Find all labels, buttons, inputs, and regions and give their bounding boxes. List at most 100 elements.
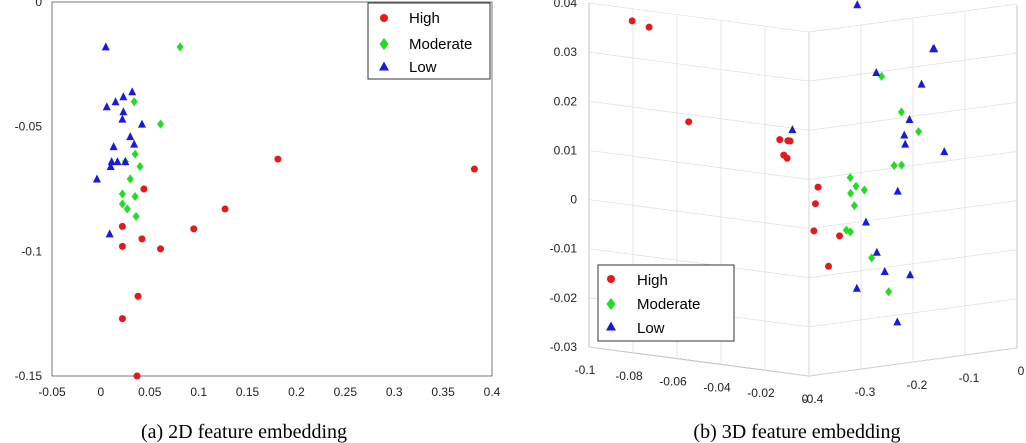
x-tick-3d: -0.04 <box>703 380 731 394</box>
legend-2d-box <box>367 2 491 80</box>
legend-3d-box <box>597 264 735 342</box>
y-tick-3d: -0.1 <box>959 371 980 385</box>
point-2d-high <box>140 185 148 193</box>
x-tick-2d: 0.2 <box>288 385 305 399</box>
y-tick-3d: -0.2 <box>907 378 928 392</box>
point-3d-low <box>940 147 949 156</box>
point-3d-low <box>929 44 938 53</box>
y-tick-2d: -0.1 <box>21 244 42 258</box>
z-tick-3d: 0.01 <box>554 143 578 157</box>
legend-3d-high-label: High <box>637 272 668 289</box>
legend-2d-low-label: Low <box>409 59 437 76</box>
x-tick-2d: 0.05 <box>138 385 162 399</box>
point-3d-high <box>685 118 693 126</box>
point-2d-high <box>274 155 282 163</box>
point-2d-moderate <box>126 174 134 184</box>
legend-3d-high-marker <box>607 275 615 283</box>
point-3d-low <box>906 270 915 279</box>
point-2d-low <box>111 97 120 106</box>
point-3d-moderate <box>878 71 886 81</box>
y-tick-3d: -0.3 <box>855 385 876 399</box>
point-2d-low <box>107 157 116 166</box>
point-3d-high <box>811 200 819 208</box>
x-tick-3d: -0.08 <box>615 369 643 383</box>
point-2d-high <box>157 245 165 253</box>
point-2d-high <box>190 225 198 233</box>
point-2d-low <box>118 114 127 123</box>
point-2d-low <box>106 162 115 171</box>
x-tick-2d: 0.4 <box>484 385 501 399</box>
point-3d-high <box>810 227 818 235</box>
y-tick-3d: 0 <box>1018 364 1025 378</box>
point-3d-low <box>852 283 861 292</box>
point-3d-high <box>784 137 792 145</box>
point-3d-low <box>872 247 881 256</box>
legend-3d-low-marker <box>606 321 616 331</box>
point-3d-high <box>783 154 791 162</box>
z-tick-3d: -0.02 <box>550 291 578 305</box>
legend-2d: High Moderate Low <box>367 2 491 80</box>
point-2d-low <box>130 139 139 148</box>
point-3d-moderate <box>890 161 898 171</box>
point-2d-low <box>119 92 128 101</box>
point-2d-high <box>118 315 126 323</box>
z-tick-3d: 0.04 <box>554 0 578 10</box>
point-2d-low <box>92 174 101 183</box>
point-3d-moderate <box>915 127 923 137</box>
z-tick-3d: 0.03 <box>554 45 578 59</box>
x-tick-2d: 0.3 <box>386 385 403 399</box>
x-tick-3d: -0.1 <box>575 363 596 377</box>
point-2d-moderate <box>130 97 138 107</box>
legend-3d-moderate-label: Moderate <box>637 296 700 313</box>
point-2d-low <box>119 107 128 116</box>
grid-line-3d-z <box>588 346 1018 377</box>
legend-3d-low-label: Low <box>637 320 665 337</box>
point-2d-low <box>121 157 130 166</box>
point-3d-high <box>628 17 636 25</box>
point-3d-low <box>917 79 926 88</box>
point-3d-moderate <box>860 185 868 195</box>
x-tick-2d: 0.1 <box>190 385 207 399</box>
panel-2d: 0 -0.05 -0.1 -0.15 -0.05 0 0.05 0.1 0.15 0.2 0.25… <box>15 0 501 443</box>
point-3d-moderate <box>847 188 855 198</box>
point-2d-high <box>138 235 146 243</box>
x-tick-2d: 0 <box>98 385 105 399</box>
point-3d-high <box>814 183 822 191</box>
point-3d-low <box>901 139 910 148</box>
x-tick-2d: 0.15 <box>236 385 260 399</box>
y-tick-3d: -0.4 <box>803 392 824 406</box>
caption-2d: (a) 2D feature embedding <box>141 421 347 443</box>
point-3d-moderate <box>897 107 905 117</box>
point-2d-low <box>113 157 122 166</box>
x-tick-2d: -0.05 <box>38 385 66 399</box>
point-2d-high <box>133 372 141 380</box>
point-2d-high <box>118 222 126 230</box>
point-3d-low <box>788 125 797 134</box>
point-3d-low <box>880 266 889 275</box>
point-2d-low <box>101 42 110 51</box>
z-tick-3d: 0 <box>570 193 577 207</box>
point-2d-moderate <box>131 191 139 201</box>
point-3d-low <box>861 217 870 226</box>
point-2d-moderate <box>132 211 140 221</box>
point-2d-low <box>102 102 111 111</box>
point-2d-low <box>105 229 114 238</box>
point-2d-low <box>137 119 146 128</box>
point-3d-low <box>893 186 902 195</box>
legend-2d-low-marker <box>379 61 389 71</box>
point-3d-moderate <box>846 173 854 183</box>
point-2d-low <box>128 87 137 96</box>
point-3d-low <box>905 115 914 124</box>
point-3d-low <box>872 68 881 77</box>
x-tick-3d: -0.02 <box>747 386 775 400</box>
y-tick-2d: -0.15 <box>15 369 43 383</box>
z-tick-3d: -0.01 <box>550 242 578 256</box>
legend-3d: High Moderate Low <box>597 264 735 342</box>
point-2d-high <box>118 242 126 250</box>
y-tick-2d: 0 <box>35 0 42 9</box>
point-3d-low <box>900 130 909 139</box>
legend-3d-moderate-marker <box>606 298 616 310</box>
point-3d-low <box>853 0 862 9</box>
point-3d-moderate <box>850 201 858 211</box>
point-2d-low <box>126 132 135 141</box>
